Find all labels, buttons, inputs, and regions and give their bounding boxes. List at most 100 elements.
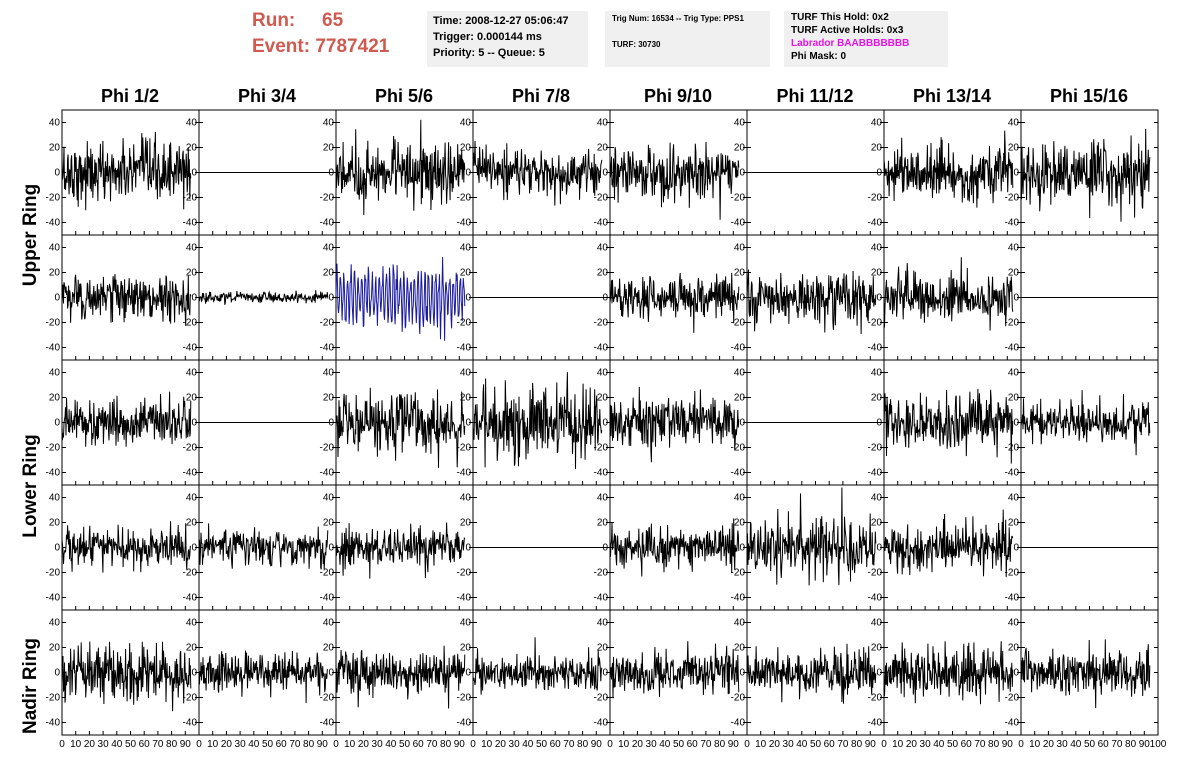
x-tick-label: 80 [1125, 739, 1137, 750]
y-tick-label: 20 [460, 143, 472, 154]
x-tick-label: 100 [1150, 739, 1167, 750]
event-value: 7787421 [315, 36, 390, 57]
x-tick-label: 60 [276, 739, 288, 750]
y-tick-label: -20 [868, 693, 883, 704]
x-tick-label: 90 [180, 739, 192, 750]
y-tick-label: 40 [597, 368, 609, 379]
time-text: Time: 2008-12-27 05:06:47 [433, 15, 569, 27]
y-tick-label: 20 [323, 143, 335, 154]
y-tick-label: 0 [602, 168, 608, 179]
x-tick-label: 40 [385, 739, 397, 750]
y-tick-label: 20 [186, 393, 198, 404]
waveform-trace [746, 643, 877, 704]
y-tick-label: -20 [457, 318, 472, 329]
turf-this-hold-text: TURF This Hold: 0x2 [791, 12, 889, 23]
x-tick-label: 70 [289, 739, 301, 750]
y-tick-label: 0 [191, 293, 197, 304]
y-tick-label: 20 [734, 518, 746, 529]
y-tick-label: 0 [1013, 543, 1019, 554]
y-tick-label: 0 [328, 168, 334, 179]
y-tick-label: -40 [46, 468, 61, 479]
y-tick-label: -20 [320, 443, 335, 454]
y-tick-label: 20 [871, 643, 883, 654]
y-tick-label: 0 [602, 668, 608, 679]
waveform-trace [609, 272, 740, 333]
y-tick-label: -20 [46, 318, 61, 329]
y-tick-label: -40 [868, 343, 883, 354]
y-tick-label: 40 [460, 368, 472, 379]
y-tick-label: 20 [460, 393, 472, 404]
y-tick-label: -40 [868, 718, 883, 729]
x-tick-label: 20 [1043, 739, 1055, 750]
y-tick-label: -20 [594, 693, 609, 704]
waveform-trace [472, 637, 603, 695]
y-tick-label: -20 [731, 193, 746, 204]
x-tick-label: 20 [632, 739, 644, 750]
x-tick-label: 80 [988, 739, 1000, 750]
x-tick-label: 80 [303, 739, 315, 750]
waveform-trace [61, 391, 192, 447]
y-tick-label: 0 [54, 168, 60, 179]
x-tick-label: 0 [607, 739, 613, 750]
column-header: Phi 9/10 [643, 86, 713, 106]
x-tick-label: 10 [481, 739, 493, 750]
y-tick-label: 40 [871, 118, 883, 129]
waveform-trace [609, 141, 740, 220]
y-tick-label: -20 [46, 568, 61, 579]
y-tick-label: -40 [183, 343, 198, 354]
y-tick-label: 0 [328, 668, 334, 679]
y-tick-label: 40 [186, 493, 198, 504]
x-tick-label: 50 [673, 739, 685, 750]
y-tick-label: -20 [183, 693, 198, 704]
y-tick-label: 0 [191, 668, 197, 679]
y-tick-label: 40 [1008, 368, 1020, 379]
y-tick-label: 20 [49, 518, 61, 529]
x-tick-label: 50 [399, 739, 411, 750]
y-tick-label: -20 [594, 318, 609, 329]
y-tick-label: 40 [49, 243, 61, 254]
y-tick-label: 0 [1013, 668, 1019, 679]
y-tick-label: 20 [186, 143, 198, 154]
y-tick-label: -20 [183, 443, 198, 454]
x-tick-label: 50 [125, 739, 137, 750]
y-tick-label: -40 [731, 593, 746, 604]
column-header: Phi 13/14 [912, 86, 992, 106]
y-tick-label: 0 [876, 293, 882, 304]
x-tick-label: 40 [111, 739, 123, 750]
x-tick-label: 30 [1057, 739, 1069, 750]
x-tick-label: 40 [248, 739, 260, 750]
waveform-trace [609, 641, 740, 699]
x-tick-label: 80 [440, 739, 452, 750]
y-tick-label: 0 [54, 293, 60, 304]
y-tick-label: 20 [49, 268, 61, 279]
time-panel: Time: 2008-12-27 05:06:47 Trigger: 0.000… [427, 11, 588, 67]
y-tick-label: -40 [731, 218, 746, 229]
y-tick-label: 20 [871, 143, 883, 154]
y-tick-label: 20 [186, 643, 198, 654]
y-tick-label: -40 [320, 718, 335, 729]
y-tick-label: 40 [734, 243, 746, 254]
y-tick-label: -40 [320, 593, 335, 604]
y-tick-label: 0 [739, 418, 745, 429]
x-tick-label: 80 [714, 739, 726, 750]
y-tick-label: 40 [460, 618, 472, 629]
x-tick-label: 40 [522, 739, 534, 750]
x-tick-label: 60 [687, 739, 699, 750]
y-tick-label: 0 [1013, 293, 1019, 304]
x-tick-label: 20 [906, 739, 918, 750]
y-tick-label: 40 [186, 118, 198, 129]
x-tick-label: 0 [196, 739, 202, 750]
y-tick-label: 0 [876, 418, 882, 429]
run-event-box: Run: 65 Event: 7787421 [252, 8, 422, 68]
y-tick-label: 20 [1008, 518, 1020, 529]
y-tick-label: -20 [457, 693, 472, 704]
x-tick-label: 50 [810, 739, 822, 750]
waveform-trace [883, 388, 1014, 464]
waveform-trace [883, 509, 1014, 578]
x-tick-label: 0 [1018, 739, 1024, 750]
y-tick-label: 0 [465, 668, 471, 679]
y-tick-label: 0 [328, 293, 334, 304]
y-tick-label: 40 [49, 618, 61, 629]
y-tick-label: 20 [460, 268, 472, 279]
